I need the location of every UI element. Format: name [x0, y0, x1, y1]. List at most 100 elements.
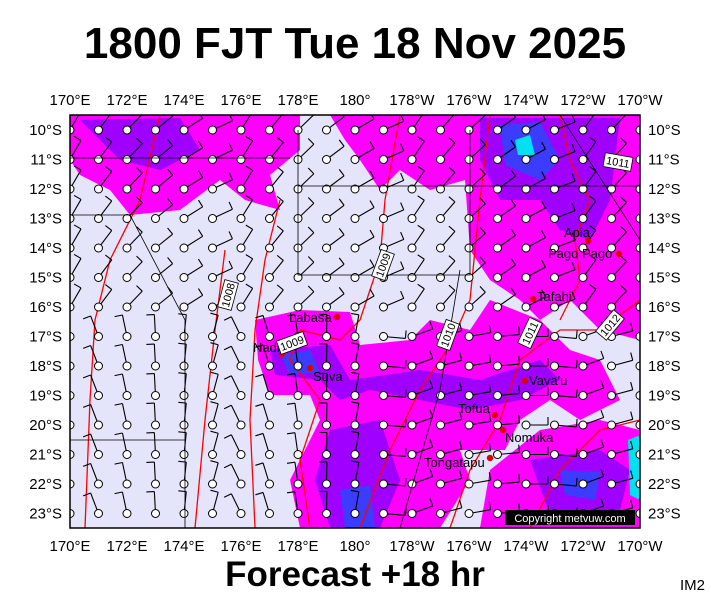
- wind-barb-feather: [137, 109, 143, 115]
- station-circle: [293, 391, 303, 400]
- station-circle: [578, 214, 588, 223]
- isobar-label: 1008: [217, 279, 239, 311]
- wind-barb-feather: [199, 115, 204, 119]
- wind-barb-feather: [245, 283, 253, 289]
- wind-barb-feather: [459, 411, 463, 420]
- station-circle: [493, 420, 502, 430]
- wind-barb-feather: [307, 226, 315, 234]
- wind-barb-feather: [307, 138, 315, 145]
- station-circle: [265, 420, 274, 430]
- station-circle: [208, 361, 217, 371]
- station-circle: [122, 450, 132, 459]
- station-circle: [94, 420, 103, 430]
- station-circle: [350, 125, 360, 135]
- station-circle: [493, 184, 502, 194]
- station-circle: [179, 509, 189, 518]
- station-circle: [293, 479, 303, 489]
- station-circle: [635, 450, 640, 459]
- wind-barb-feather: [488, 383, 492, 392]
- station-circle: [493, 450, 502, 459]
- wind-barb-feather: [82, 433, 91, 438]
- wind-barb-feather: [510, 169, 516, 177]
- wind-barb-feather: [404, 359, 407, 368]
- wind-barb-feather: [114, 343, 123, 347]
- latitude-label: 21°S: [29, 447, 62, 464]
- latitude-label: 11°S: [30, 152, 62, 169]
- longitude-label: 176°E: [220, 92, 261, 109]
- wind-barb-feather: [575, 389, 578, 398]
- wind-barb-feather: [479, 167, 486, 175]
- longitude-label: 172°W: [560, 538, 606, 555]
- station-circle: [436, 479, 445, 489]
- station-circle: [70, 420, 75, 430]
- station-circle: [122, 302, 132, 312]
- wind-barb-feather: [223, 345, 232, 351]
- station-circle: [151, 214, 160, 223]
- station-circle: [208, 420, 217, 430]
- wind-barb-feather: [621, 108, 627, 113]
- wind-barb-feather: [350, 430, 359, 434]
- station-circle: [578, 332, 588, 341]
- town-marker: [584, 237, 592, 245]
- station-circle: [607, 273, 616, 282]
- station-circle: [94, 302, 103, 312]
- station-circle: [607, 450, 616, 459]
- wind-barb-feather: [510, 258, 516, 266]
- station-circle: [322, 332, 331, 341]
- station-circle: [122, 243, 132, 253]
- wind-barb-feather: [488, 501, 492, 510]
- wind-barb-feather: [459, 322, 463, 331]
- station-circle: [464, 450, 474, 459]
- wind-barb-feather: [197, 258, 204, 267]
- station-circle: [94, 361, 103, 371]
- station-circle: [236, 450, 246, 459]
- station-circle: [407, 302, 417, 312]
- wind-barb-feather: [223, 434, 232, 439]
- wind-barb-feather: [589, 136, 597, 143]
- station-circle: [179, 155, 189, 164]
- station-circle: [293, 302, 303, 312]
- wind-barb-feather: [541, 171, 546, 179]
- station-circle: [521, 243, 531, 253]
- station-circle: [379, 302, 388, 312]
- longitude-label: 170°W: [617, 92, 663, 109]
- wind-barb-feather: [575, 448, 578, 457]
- station-circle: [350, 243, 360, 253]
- wind-barb-feather: [429, 350, 434, 359]
- wind-barb-feather: [600, 498, 605, 507]
- station-circle: [607, 302, 616, 312]
- station-circle: [407, 184, 417, 194]
- station-circle: [322, 509, 331, 518]
- station-circle: [350, 361, 360, 371]
- station-circle: [578, 302, 588, 312]
- station-circle: [436, 273, 445, 282]
- wind-barbs: [52, 108, 640, 518]
- wind-barb-feather: [52, 347, 59, 351]
- latitude-label: 16°S: [29, 299, 62, 316]
- town-marker: [486, 454, 494, 462]
- wind-barb-feather: [167, 198, 174, 206]
- latitude-label: 19°S: [648, 388, 681, 405]
- latitude-label: 12°S: [648, 181, 681, 198]
- longitude-label: 174°W: [503, 92, 549, 109]
- station-circle: [265, 391, 274, 400]
- station-circle: [521, 391, 531, 400]
- wind-barb-feather: [369, 141, 375, 149]
- station-circle: [70, 184, 75, 194]
- station-circle: [208, 450, 217, 459]
- station-circle: [407, 391, 417, 400]
- wind-barb-feather: [197, 140, 204, 149]
- wind-barb-feather: [307, 285, 315, 293]
- wind-barb-feather: [82, 315, 91, 320]
- wind-barb-feather: [73, 165, 82, 171]
- station-circle: [550, 391, 559, 400]
- latitude-label: 12°S: [29, 181, 62, 198]
- wind-barb-feather: [210, 460, 219, 464]
- latitude-label: 18°S: [648, 358, 681, 375]
- wind-barb-feather: [167, 168, 174, 176]
- wind-barb-feather: [479, 256, 486, 264]
- station-circle: [407, 273, 417, 282]
- wind-barb-feather: [630, 440, 634, 449]
- station-circle: [70, 243, 75, 253]
